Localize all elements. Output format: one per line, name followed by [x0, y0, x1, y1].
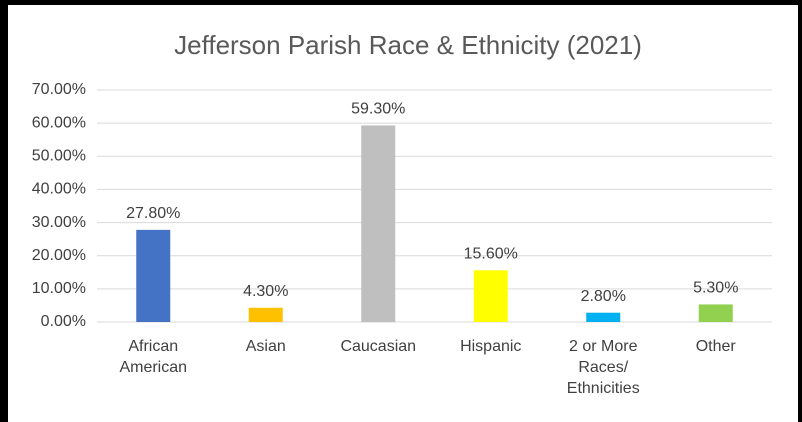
x-tick-label: Asian — [245, 338, 286, 355]
bar — [473, 270, 508, 322]
bar — [698, 304, 733, 322]
data-label: 5.30% — [693, 280, 738, 297]
x-tick-label: African American — [119, 338, 188, 376]
chart: Jefferson Parish Race & Ethnicity (2021)… — [32, 30, 772, 330]
bar — [361, 125, 396, 322]
chart-title: Jefferson Parish Race & Ethnicity (2021) — [174, 30, 642, 60]
y-tick-label: 40.00% — [32, 181, 86, 198]
y-tick-label: 20.00% — [32, 247, 86, 264]
data-label: 15.60% — [464, 246, 518, 263]
y-tick-label: 0.00% — [41, 313, 86, 330]
data-label: 2.80% — [581, 288, 626, 305]
y-tick-label: 30.00% — [32, 214, 86, 231]
y-tick-label: 10.00% — [32, 280, 86, 297]
data-label: 27.80% — [126, 205, 180, 222]
data-label: 4.30% — [243, 283, 288, 300]
bar — [248, 307, 283, 322]
y-tick-label: 60.00% — [32, 114, 86, 131]
bar — [586, 312, 621, 322]
data-label: 59.30% — [351, 101, 405, 118]
x-tick-label: Caucasian — [340, 338, 417, 355]
y-tick-label: 70.00% — [32, 81, 86, 98]
x-tick-label: Other — [695, 338, 736, 355]
x-tick-label: Hispanic — [460, 338, 522, 355]
x-tick-label: 2 or More Races/ Ethnicities — [566, 338, 640, 397]
y-tick-label: 50.00% — [32, 148, 86, 165]
bar — [136, 229, 171, 322]
